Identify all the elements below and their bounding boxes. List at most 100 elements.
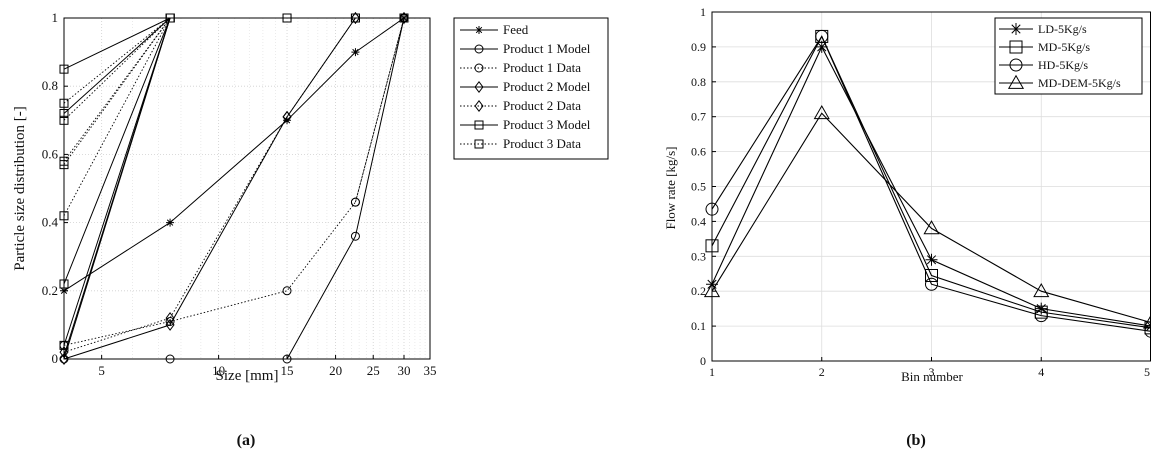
a-extra-series-line	[355, 17, 405, 203]
a-series-3-point	[165, 318, 175, 331]
a-legend-marker	[475, 26, 483, 34]
a-series-5-line	[63, 17, 404, 285]
b-x-tick-label: 1	[709, 365, 715, 379]
b-x-tick-label: 5	[1144, 365, 1150, 379]
a-y-tick-label: 0.4	[42, 215, 59, 230]
a-y-tick-label: 1	[52, 10, 59, 25]
a-extra-series-line	[63, 17, 171, 360]
a-series-2-point	[350, 197, 360, 207]
b-series-3-point	[923, 220, 940, 235]
b-series-1-line	[711, 35, 1151, 329]
a-extra-series-point	[59, 64, 69, 74]
a-series-6-point	[399, 13, 409, 23]
a-extra-series-line	[63, 17, 171, 121]
b-series-1-point	[1034, 305, 1048, 319]
a-legend-label: Product 3 Data	[503, 136, 581, 151]
b-x-axis-label: Bin number	[901, 369, 963, 384]
a-legend-label: Product 1 Model	[503, 41, 591, 56]
a-series-6-point	[59, 98, 69, 108]
a-series-1-point	[350, 231, 360, 241]
a-series-0-point	[60, 286, 68, 295]
b-series-2-point	[815, 29, 829, 43]
b-legend-marker	[1009, 58, 1023, 72]
a-legend-label: Product 3 Model	[503, 117, 591, 132]
a-y-tick-label: 0.2	[42, 283, 58, 298]
a-series-4-point	[59, 346, 69, 359]
a-series-6-point	[282, 13, 292, 23]
b-series-0-point	[925, 253, 938, 266]
b-series-3-line	[711, 112, 1151, 324]
b-legend-label: HD-5Kg/s	[1038, 58, 1088, 72]
a-series-0-point	[283, 116, 292, 125]
b-y-tick-label: 0.3	[691, 249, 706, 263]
b-panel-label: (b)	[906, 432, 926, 449]
a-y-tick-label: 0.8	[42, 78, 58, 93]
b-legend-marker	[1009, 40, 1023, 54]
a-legend-label: Product 2 Data	[503, 98, 581, 113]
b-y-tick-label: 0.6	[691, 145, 706, 159]
b-series-0-point	[1035, 302, 1048, 315]
a-series-1-point	[282, 354, 292, 364]
b-series-2-point	[1144, 324, 1151, 338]
b-series-0-point	[815, 40, 828, 53]
a-x-tick-label: 30	[397, 363, 410, 378]
a-extra-series-point	[59, 211, 69, 221]
b-y-tick-label: 1	[700, 5, 706, 19]
a-x-tick-label: 35	[424, 363, 437, 378]
a-extra-series-line	[63, 17, 171, 346]
a-series-2-point	[59, 340, 69, 350]
a-legend-label: Product 2 Model	[503, 79, 591, 94]
b-legend-label: MD-5Kg/s	[1038, 40, 1090, 54]
a-x-tick-label: 5	[98, 363, 105, 378]
b-legend-marker	[1010, 23, 1022, 35]
a-extra-series-line	[63, 17, 171, 216]
a-y-tick-label: 0	[52, 351, 59, 366]
b-y-tick-label: 0.9	[691, 40, 706, 54]
b-legend-marker	[1007, 74, 1025, 89]
a-series-6-line	[63, 17, 404, 104]
b-legend-label: MD-DEM-5Kg/s	[1038, 76, 1121, 90]
a-series-4-point	[399, 11, 409, 25]
b-x-tick-label: 2	[819, 365, 825, 379]
a-x-axis-label: Size [mm]	[216, 368, 279, 384]
b-series-3-point	[1033, 282, 1050, 298]
b-y-tick-label: 0.2	[691, 284, 706, 298]
a-series-2-point	[282, 286, 292, 296]
a-x-tick-label: 25	[367, 363, 380, 378]
a-series-6-point	[165, 13, 175, 23]
b-y-tick-label: 0.5	[691, 180, 706, 194]
b-series-2-point	[705, 202, 719, 216]
b-x-tick-label: 4	[1038, 365, 1044, 379]
a-y-axis-label: Particle size distribution [-]	[12, 106, 28, 271]
a-x-tick-label: 10	[212, 363, 225, 378]
a-series-1-point	[165, 354, 175, 364]
a-series-3-point	[59, 352, 69, 366]
b-series-2-point	[1034, 309, 1048, 323]
a-extra-series-point	[59, 115, 69, 125]
a-x-tick-label: 15	[281, 363, 294, 378]
a-series-6-point	[350, 13, 360, 23]
a-x-tick-label: 20	[329, 363, 342, 378]
a-legend-marker	[474, 139, 484, 149]
a-legend-marker	[474, 120, 484, 130]
a-series-4-point	[165, 312, 175, 325]
b-series-1-point	[925, 268, 938, 282]
a-series-0-point	[351, 48, 360, 57]
b-y-tick-label: 0.8	[691, 75, 706, 89]
a-legend-marker	[474, 99, 484, 113]
a-panel-label: (a)	[237, 432, 256, 449]
b-x-tick-label: 3	[929, 365, 935, 379]
a-y-tick-label: 0.6	[42, 146, 59, 161]
a-extra-series-line	[63, 17, 171, 114]
b-series-3-point	[1142, 314, 1151, 329]
a-legend-label: Feed	[503, 22, 529, 37]
a-series-4-point	[282, 110, 292, 123]
a-series-4-point	[350, 11, 360, 25]
a-legend	[453, 17, 609, 160]
a-series-0-point	[166, 218, 175, 227]
b-series-2-point	[925, 277, 938, 291]
b-legend-label: LD-5Kg/s	[1038, 22, 1087, 36]
a-extra-series-line	[63, 17, 171, 70]
a-series-2-point	[165, 316, 175, 326]
